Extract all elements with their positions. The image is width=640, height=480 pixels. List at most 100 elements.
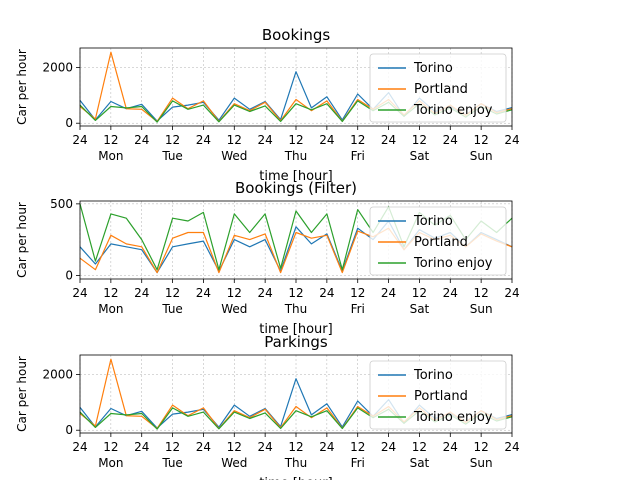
x-day-label: Sun — [470, 456, 493, 470]
x-tick-label: 24 — [258, 440, 273, 454]
x-day-label: Thu — [284, 456, 308, 470]
x-day-label: Thu — [284, 149, 308, 163]
x-tick-label: 12 — [103, 286, 118, 300]
x-tick-label: 24 — [443, 133, 458, 147]
x-tick-label: 12 — [288, 440, 303, 454]
x-tick-label: 12 — [412, 133, 427, 147]
legend-label: Torino — [413, 61, 453, 76]
chart-panel-2: Bookings (Filter) 0 500 Car per hour 24 12 24 1… — [15, 179, 520, 337]
x-axis-label: time [hour] — [259, 169, 332, 184]
x-tick-label: 24 — [196, 286, 211, 300]
x-tick-label: 24 — [134, 133, 149, 147]
x-day-label: Fri — [351, 149, 365, 163]
legend-label: Torino enjoy — [413, 256, 493, 271]
x-tick-label: 24 — [443, 440, 458, 454]
x-day-label: Fri — [351, 302, 365, 316]
x-tick-label: 12 — [474, 133, 489, 147]
x-tick-label: 12 — [288, 286, 303, 300]
legend-box — [369, 360, 507, 430]
legend-label: Torino enjoy — [413, 410, 493, 425]
x-day-label: Tue — [161, 149, 183, 163]
x-tick-label: 12 — [103, 133, 118, 147]
y-axis-label: Car per hour — [15, 356, 29, 432]
x-day-label: Sat — [410, 456, 430, 470]
x-tick-label: 24 — [134, 440, 149, 454]
x-tick-label: 12 — [412, 440, 427, 454]
x-day-label: Tue — [161, 302, 183, 316]
legend-box — [369, 53, 507, 123]
y-tick-label: 0 — [65, 268, 73, 282]
legend-label: Portland — [414, 389, 468, 404]
x-tick-label: 12 — [165, 133, 180, 147]
x-tick-label: 24 — [258, 133, 273, 147]
x-tick-label: 12 — [412, 286, 427, 300]
x-tick-label: 24 — [134, 286, 149, 300]
chart-title: Parkings — [264, 333, 328, 351]
x-tick-label: 24 — [504, 133, 519, 147]
x-tick-label: 12 — [474, 286, 489, 300]
x-day-label: Fri — [351, 456, 365, 470]
x-tick-label: 24 — [504, 440, 519, 454]
x-day-label: Wed — [221, 456, 247, 470]
y-tick-label: 500 — [50, 197, 73, 211]
legend-label: Portland — [414, 82, 468, 97]
x-tick-label: 12 — [165, 286, 180, 300]
legend-label: Torino — [413, 214, 453, 229]
chart-title: Bookings (Filter) — [235, 179, 357, 197]
legend-label: Torino enjoy — [413, 103, 493, 118]
x-tick-label: 24 — [381, 286, 396, 300]
x-day-label: Wed — [221, 149, 247, 163]
x-tick-label: 12 — [103, 440, 118, 454]
y-tick-label: 0 — [65, 423, 73, 437]
chart-panel-1: Bookings 0 2000 Car per hour 24 12 24 12 24 12 24 1… — [15, 26, 520, 184]
x-tick-label: 12 — [350, 440, 365, 454]
x-tick-label: 24 — [72, 133, 87, 147]
x-tick-label: 12 — [165, 440, 180, 454]
x-tick-label: 12 — [227, 133, 242, 147]
legend: Torino Portland Torino enjoy — [369, 53, 507, 123]
x-tick-label: 24 — [319, 440, 334, 454]
y-tick-label: 2000 — [42, 368, 73, 382]
x-tick-label: 24 — [504, 286, 519, 300]
x-tick-label: 24 — [72, 286, 87, 300]
legend: Torino Portland Torino enjoy — [369, 206, 507, 276]
x-tick-label: 12 — [227, 440, 242, 454]
x-day-label: Wed — [221, 302, 247, 316]
x-tick-label: 24 — [381, 133, 396, 147]
legend-label: Portland — [414, 235, 468, 250]
chart-title: Bookings — [262, 26, 331, 44]
x-tick-label: 12 — [350, 286, 365, 300]
x-tick-label: 24 — [319, 133, 334, 147]
x-tick-label: 24 — [258, 286, 273, 300]
x-day-label: Tue — [161, 456, 183, 470]
x-tick-label: 12 — [474, 440, 489, 454]
x-tick-label: 12 — [227, 286, 242, 300]
chart-panel-3: Parkings 0 2000 Car per hour 24 12 24 12 24 12 24 1… — [15, 333, 520, 480]
x-axis-label: time [hour] — [259, 476, 332, 480]
x-tick-label: 24 — [319, 286, 334, 300]
legend: Torino Portland Torino enjoy — [369, 360, 507, 430]
x-tick-label: 24 — [196, 133, 211, 147]
x-tick-label: 24 — [381, 440, 396, 454]
x-day-label: Sat — [410, 302, 430, 316]
x-day-label: Mon — [98, 149, 123, 163]
y-tick-label: 2000 — [42, 61, 73, 75]
x-day-label: Sun — [470, 302, 493, 316]
legend-box — [369, 206, 507, 276]
x-day-label: Sat — [410, 149, 430, 163]
y-tick-label: 0 — [65, 116, 73, 130]
legend-label: Torino — [413, 368, 453, 383]
x-day-label: Sun — [470, 149, 493, 163]
x-day-label: Mon — [98, 456, 123, 470]
x-tick-label: 12 — [288, 133, 303, 147]
x-tick-label: 24 — [72, 440, 87, 454]
y-axis-label: Car per hour — [15, 202, 29, 278]
x-tick-label: 24 — [443, 286, 458, 300]
x-tick-label: 24 — [196, 440, 211, 454]
x-axis-label: time [hour] — [259, 322, 332, 337]
y-axis-label: Car per hour — [15, 49, 29, 125]
x-day-label: Thu — [284, 302, 308, 316]
x-day-label: Mon — [98, 302, 123, 316]
x-tick-label: 12 — [350, 133, 365, 147]
